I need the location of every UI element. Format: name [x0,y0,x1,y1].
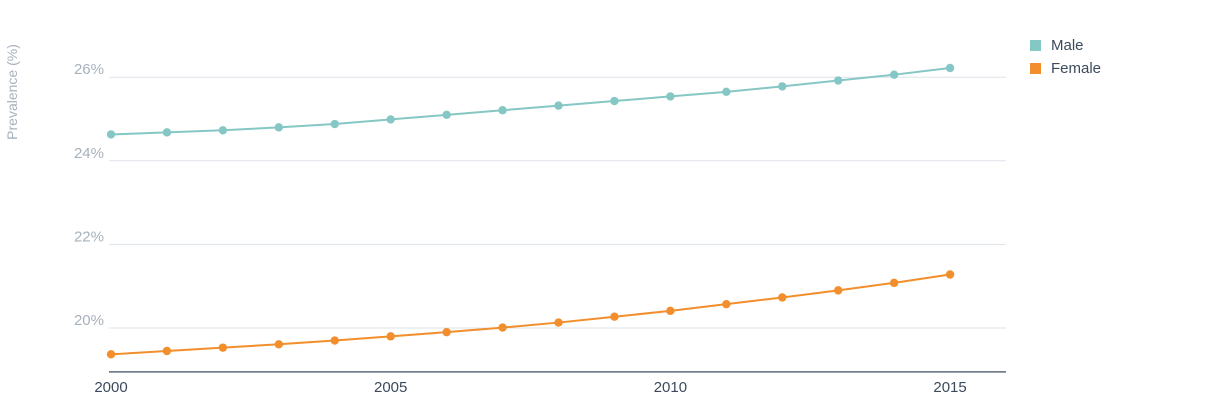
data-point-male-2002 [218,126,228,135]
y-axis-label: Prevalence (%) [4,44,20,140]
series-line-male [110,67,951,136]
data-point-female-2007 [498,323,507,332]
data-point-female-2006 [442,327,451,337]
data-point-female-2015 [945,270,955,279]
data-point-male-2014 [889,70,899,79]
female-swatch-icon [1030,63,1041,74]
series-line-female [110,273,951,356]
legend: Male Female [1030,34,1101,80]
data-point-female-2001 [162,346,172,356]
y-tick-label: 24% [74,145,104,162]
data-point-female-2008 [554,318,563,327]
y-tick-label: 22% [74,228,104,245]
x-tick-label: 2010 [654,379,687,396]
y-tick-label: 26% [74,61,104,78]
data-point-male-2005 [386,115,395,124]
data-point-male-2000 [106,130,116,139]
data-point-male-2007 [498,106,507,115]
legend-item-male[interactable]: Male [1030,34,1101,57]
data-point-female-2011 [722,299,731,309]
data-point-male-2015 [945,63,955,73]
data-point-female-2013 [833,286,843,295]
x-tick-label: 2005 [374,379,407,396]
data-point-female-2010 [666,306,675,316]
legend-label-male: Male [1051,37,1084,54]
data-point-male-2008 [554,101,563,110]
data-point-male-2013 [833,76,843,85]
legend-item-female[interactable]: Female [1030,57,1101,80]
data-point-male-2006 [442,110,451,120]
data-point-female-2003 [274,340,284,349]
data-point-male-2010 [666,92,675,101]
x-tick-label: 2000 [94,379,127,396]
data-point-female-2012 [778,293,787,302]
data-point-female-2004 [330,336,339,345]
data-point-female-2009 [610,312,619,321]
data-point-male-2001 [162,128,172,137]
data-point-female-2002 [218,343,228,352]
x-tick-label: 2015 [933,379,966,396]
data-point-female-2000 [106,350,116,359]
data-point-male-2011 [722,87,731,97]
data-point-male-2009 [610,96,619,106]
male-swatch-icon [1030,40,1041,51]
legend-label-female: Female [1051,60,1102,77]
data-point-male-2003 [274,123,284,132]
data-point-female-2014 [889,278,899,288]
data-point-female-2005 [386,332,395,341]
data-point-male-2012 [778,82,787,91]
data-point-male-2004 [330,119,339,129]
y-tick-label: 20% [74,312,104,329]
